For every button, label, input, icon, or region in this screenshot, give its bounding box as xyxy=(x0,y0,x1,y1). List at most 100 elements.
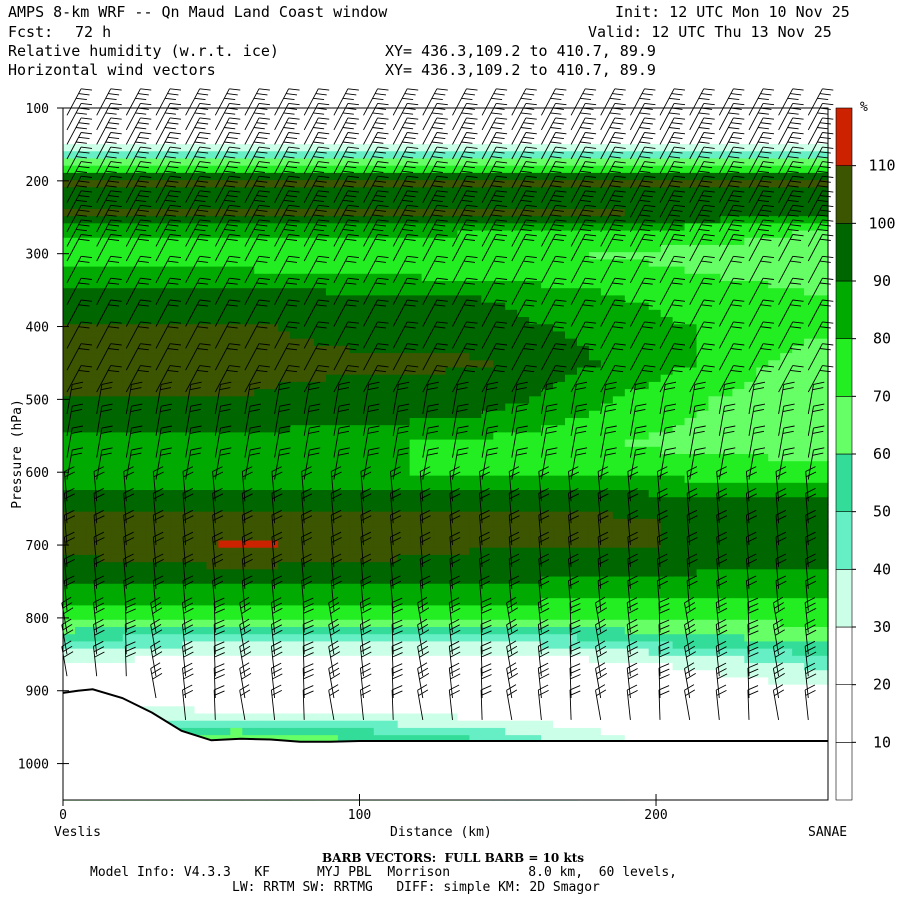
rh-cell xyxy=(290,446,303,455)
rh-cell xyxy=(194,144,208,152)
rh-cell xyxy=(373,252,387,260)
rh-cell xyxy=(588,302,602,311)
rh-cell xyxy=(660,554,674,563)
rh-cell xyxy=(98,641,112,650)
rh-cell xyxy=(636,309,650,318)
rh-cell xyxy=(206,655,219,664)
rh-cell xyxy=(278,684,291,693)
rh-cell xyxy=(63,454,76,462)
rh-cell xyxy=(672,533,686,542)
rh-cell xyxy=(409,223,423,232)
rh-cell xyxy=(290,634,303,643)
rh-cell xyxy=(457,389,470,397)
rh-cell xyxy=(529,475,542,484)
rh-cell xyxy=(457,720,470,729)
rh-cell xyxy=(600,353,614,361)
rh-cell xyxy=(433,684,447,693)
rh-cell xyxy=(122,309,136,318)
rh-cell xyxy=(397,172,411,181)
rh-cell xyxy=(493,655,506,664)
rh-cell xyxy=(565,129,578,138)
rh-cell xyxy=(158,317,172,325)
rh-cell xyxy=(493,497,506,506)
rh-cell xyxy=(588,454,602,462)
rh-cell xyxy=(541,677,554,686)
rh-cell xyxy=(242,259,255,268)
rh-cell xyxy=(624,619,638,628)
rh-cell xyxy=(624,432,638,441)
rh-cell xyxy=(421,281,435,289)
rh-cell xyxy=(648,576,662,585)
rh-cell xyxy=(553,547,566,556)
rh-cell xyxy=(122,641,136,650)
rh-cell xyxy=(457,381,470,390)
rh-cell xyxy=(325,454,339,462)
rh-cell xyxy=(672,590,686,599)
rh-cell xyxy=(361,490,375,498)
rh-cell xyxy=(170,605,184,614)
rh-cell xyxy=(373,627,387,635)
rh-cell xyxy=(565,273,578,282)
rh-cell xyxy=(541,533,554,542)
rh-cell xyxy=(158,273,172,282)
rh-cell xyxy=(98,497,112,506)
rh-cell xyxy=(612,454,626,462)
rh-cell xyxy=(588,583,602,592)
rh-cell xyxy=(349,180,363,188)
rh-cell xyxy=(242,526,255,534)
rh-cell xyxy=(361,684,375,693)
rh-cell xyxy=(230,446,243,455)
rh-cell xyxy=(337,151,351,160)
rh-cell xyxy=(302,605,315,614)
rh-cell xyxy=(206,699,219,707)
rh-cell xyxy=(182,648,196,657)
rh-cell xyxy=(409,490,423,498)
rh-cell xyxy=(433,518,447,527)
rh-cell xyxy=(302,201,315,210)
rh-cell xyxy=(469,454,482,462)
rh-cell xyxy=(146,360,160,369)
rh-cell xyxy=(553,684,566,693)
rh-cell xyxy=(86,237,100,246)
rh-cell xyxy=(278,396,291,405)
rh-cell xyxy=(433,360,447,369)
rh-cell xyxy=(242,598,255,606)
rh-cell xyxy=(588,237,602,246)
rh-cell xyxy=(636,259,650,268)
rh-cell xyxy=(74,165,88,174)
rh-cell xyxy=(588,108,602,116)
rh-cell xyxy=(529,562,542,570)
rh-cell xyxy=(242,353,255,361)
rh-cell xyxy=(457,504,470,513)
rh-cell xyxy=(290,655,303,664)
rh-cell xyxy=(158,129,172,138)
rh-cell xyxy=(648,439,662,448)
rh-cell xyxy=(541,641,554,650)
rh-cell xyxy=(290,396,303,405)
rh-cell xyxy=(194,554,208,563)
rh-cell xyxy=(624,504,638,513)
rh-cell xyxy=(134,108,148,116)
rh-cell xyxy=(481,720,494,729)
rh-cell xyxy=(433,338,447,347)
rh-cell xyxy=(122,454,136,462)
rh-cell xyxy=(529,648,542,657)
rh-cell xyxy=(170,569,184,578)
rh-cell xyxy=(397,122,411,131)
rh-cell xyxy=(349,540,363,549)
rh-cell xyxy=(505,547,518,556)
rh-cell xyxy=(588,324,602,333)
rh-cell xyxy=(612,677,626,686)
rh-cell xyxy=(337,576,351,585)
rh-cell xyxy=(230,216,243,224)
rh-cell xyxy=(553,569,566,578)
rh-cell xyxy=(672,735,686,743)
rh-cell xyxy=(541,720,554,729)
rh-cell xyxy=(278,727,291,736)
rh-cell xyxy=(361,576,375,585)
rh-cell xyxy=(457,713,470,722)
rh-cell xyxy=(541,302,554,311)
rh-cell xyxy=(481,360,494,369)
rh-cell xyxy=(230,317,243,325)
rh-cell xyxy=(433,425,447,433)
